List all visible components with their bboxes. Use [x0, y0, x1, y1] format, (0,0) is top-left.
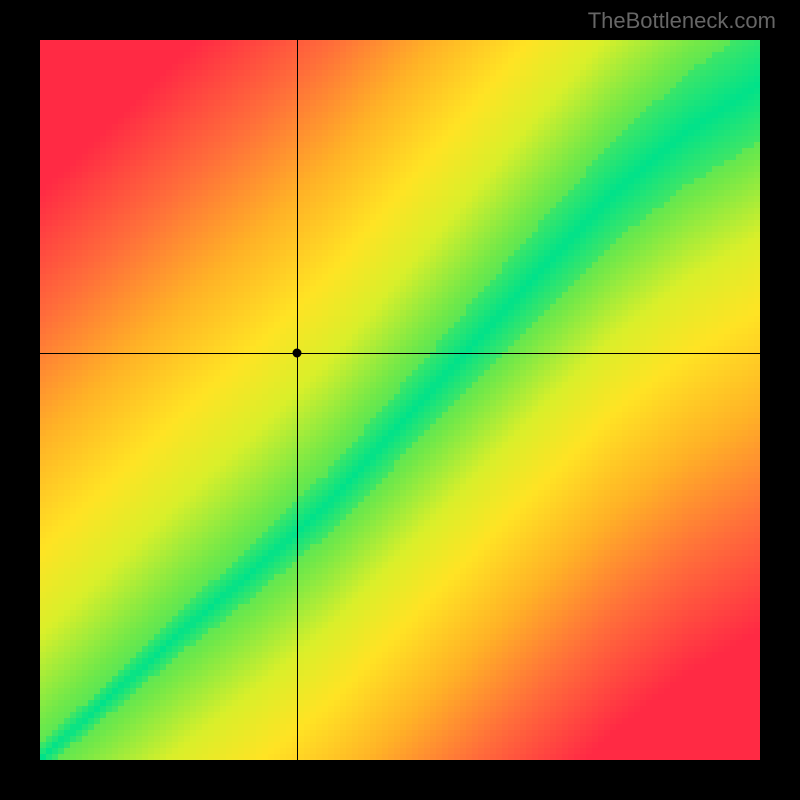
heatmap-plot [40, 40, 760, 760]
heatmap-canvas [40, 40, 760, 760]
crosshair-vertical [297, 40, 298, 760]
watermark-text: TheBottleneck.com [588, 8, 776, 34]
crosshair-horizontal [40, 353, 760, 354]
marker-dot [293, 349, 302, 358]
